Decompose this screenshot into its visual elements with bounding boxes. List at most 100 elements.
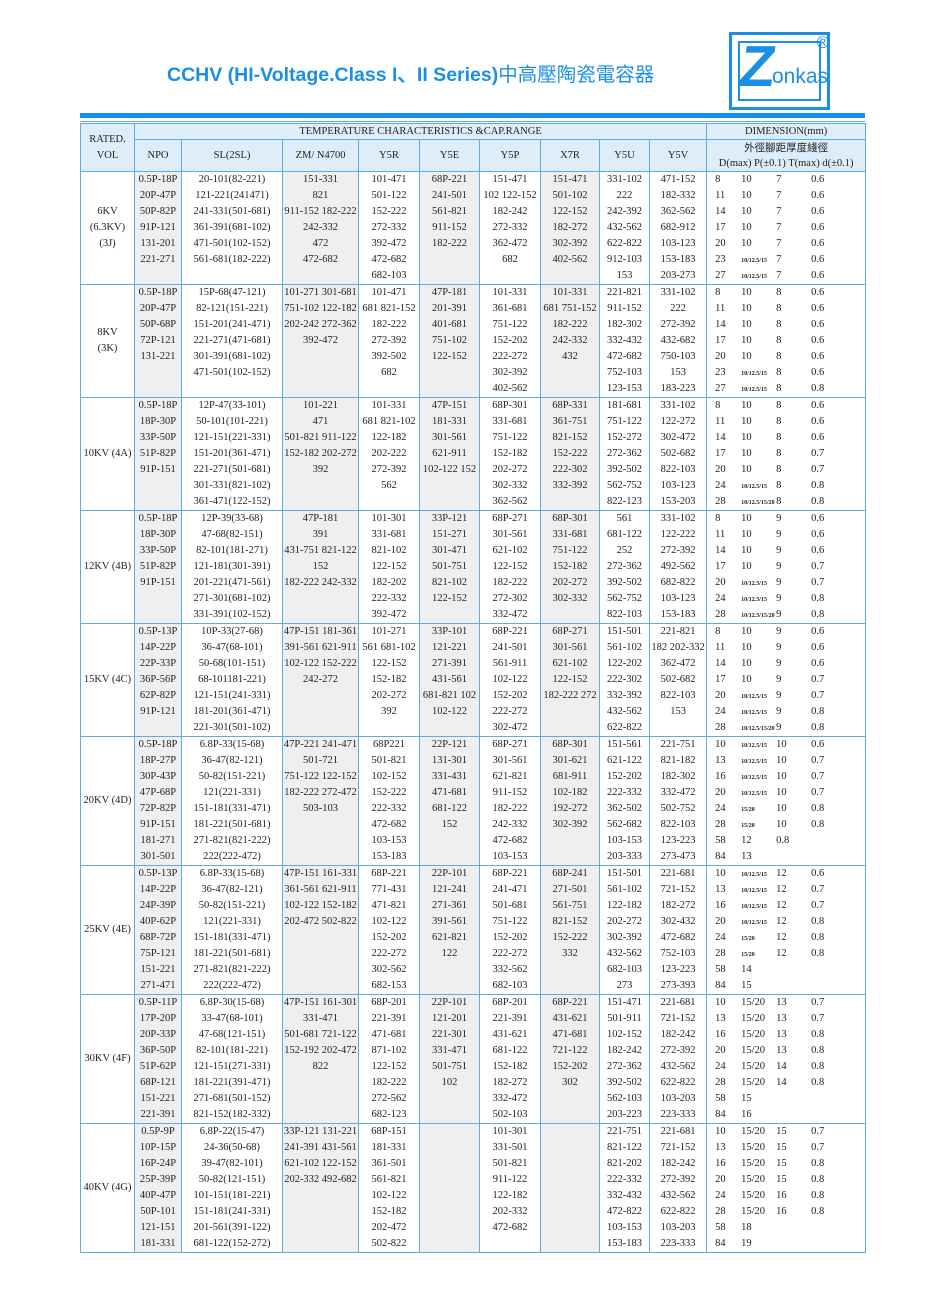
dim-d-max: 11	[715, 190, 726, 201]
cap-range-value: 561-821	[371, 1174, 407, 1185]
dim-p: 10/12.5/15/20	[741, 613, 775, 619]
cap-range-value: 501-681	[492, 900, 528, 911]
cap-range-value: 182-222	[371, 319, 407, 330]
dim-d-max: 8	[715, 513, 721, 524]
dim-t-max: 9	[776, 642, 782, 653]
cap-range-value: 152	[441, 819, 458, 830]
cap-range-value: 331-391(102-152)	[193, 609, 271, 620]
cap-range-value: 332-472	[492, 609, 528, 620]
dim-t-max: 10	[776, 787, 787, 798]
dim-p: 10/12.5/15	[741, 920, 767, 926]
cap-range-value: 751-122	[492, 319, 528, 330]
cap-range-cell-y5e: 22P-101 121-241 271-361 391-561 621-821 122	[419, 865, 480, 995]
cap-range-cell-npo: 0.5P-18P 20P-47P 50P-82P 91P-121 131-201 221-…	[134, 171, 182, 285]
cap-range-value: 181-681	[607, 400, 642, 411]
cap-range-value: 821-152	[552, 916, 588, 927]
cap-range-value: 622-822	[660, 1077, 696, 1088]
cap-range-value: 272-362	[607, 1061, 642, 1072]
cap-range-value: 182-242	[660, 1158, 696, 1169]
cap-range-value: 47P-151 161-301	[283, 997, 358, 1008]
dim-d-max: 16	[715, 900, 726, 911]
cap-range-value: 561-751	[552, 900, 588, 911]
dim-d-max: 14	[715, 545, 726, 556]
dim-t-max: 8	[776, 335, 782, 346]
dim-lead-d: 0.7	[811, 787, 825, 798]
dim-p: 10/12.5/15	[741, 387, 767, 393]
dim-d-max: 58	[715, 1222, 726, 1233]
rated-voltage-cell: 10KV (4A)	[80, 397, 135, 511]
dim-t-max: 12	[776, 900, 787, 911]
cap-range-cell-y5p: 101-301 331-501 501-821 911-122 122-182 202-3…	[479, 1123, 541, 1253]
dim-d-max: 13	[715, 884, 726, 895]
dimension-row: 17 10 8 0.6	[708, 333, 865, 349]
dim-p: 19	[741, 1238, 752, 1249]
cap-range-value: 182-222 242-332	[284, 577, 357, 588]
cap-range-value: 68P-72P	[139, 932, 177, 943]
cap-range-value: 101-151(181-221)	[193, 1190, 271, 1201]
cap-range-cell-x7r: 101-331 681 751-152 182-222 242-332 432	[540, 284, 600, 398]
cap-range-value: 302-432	[660, 916, 696, 927]
dim-p: 10	[741, 658, 752, 669]
cap-range-value: 301-561	[552, 642, 588, 653]
dimension-row: 10 15/20 15 0.7	[708, 1125, 865, 1141]
cap-range-value: 20-101(82-221)	[198, 174, 266, 185]
cap-range-value: 272-392	[371, 464, 407, 475]
dim-p: 15/20	[741, 1158, 766, 1169]
dim-lead-d: 0.7	[811, 771, 825, 782]
dimension-row: 11 10 9 0.6	[708, 527, 865, 543]
dim-t-max: 7	[776, 222, 782, 233]
cap-range-value: 222-272	[492, 351, 528, 362]
cap-range-value: 153-183	[660, 254, 696, 265]
cap-range-value: 471-821	[371, 900, 407, 911]
cap-range-value: 152-192 202-472	[284, 1045, 357, 1056]
dim-lead-d: 0.6	[811, 400, 825, 411]
cap-range-value: 202-332	[492, 1206, 528, 1217]
dim-p: 10/12.5/15	[741, 872, 767, 878]
dim-t-max: 16	[776, 1206, 787, 1217]
cap-range-value: 331-431	[432, 771, 467, 782]
cap-range-value: 102-122 152-222	[284, 658, 357, 669]
cap-range-value: 222-332	[607, 1174, 642, 1185]
cap-range-value: 222(222-472)	[203, 980, 261, 991]
cap-range-cell-y5v: 221-681 721-152 182-242 272-392 432-562 622-8…	[648, 994, 708, 1124]
cap-range-value: 273-473	[660, 851, 696, 862]
cap-range-value: 151-561	[607, 739, 642, 750]
cap-range-value: 101-471	[371, 174, 407, 185]
cap-range-value: 122-222	[660, 529, 696, 540]
dim-d-max: 8	[715, 287, 721, 298]
rated-voltage-cell: 20KV (4D)	[80, 736, 135, 866]
cap-range-value: 302-332	[492, 480, 528, 491]
dim-lead-d: 0.6	[811, 351, 825, 362]
cap-range-value: 122-182	[492, 1190, 528, 1201]
cap-range-value: 22P-33P	[139, 658, 177, 669]
cap-range-value: 221-751	[607, 1126, 642, 1137]
cap-range-value: 182-332	[660, 190, 696, 201]
rated-voltage-label: 8KV	[97, 327, 118, 338]
column-header-y5e: Y5E	[419, 139, 480, 172]
dim-t-max: 9	[776, 513, 782, 524]
cap-range-value: 122-202	[607, 658, 642, 669]
cap-range-value: 131-221	[140, 351, 176, 362]
dim-d-max: 20	[715, 690, 726, 701]
dim-p: 10/12.5/15	[741, 371, 767, 377]
cap-range-value: 72P-121	[140, 335, 176, 346]
dim-p: 15/20	[741, 1142, 766, 1153]
cap-range-cell-y5e: 33P-121 151-271 301-471 501-751 821-102 122-1…	[419, 510, 480, 624]
dim-p: 10/12.5/15	[741, 791, 767, 797]
dim-t-max: 10	[776, 755, 787, 766]
cap-range-value: 502-822	[371, 1238, 407, 1249]
cap-range-value: 682-103	[492, 980, 528, 991]
cap-range-value: 402-562	[552, 254, 588, 265]
cap-range-value: 331-471	[303, 1013, 338, 1024]
dimension-cell: 10 10/12.5/15 10 0.6 13 10/12.5/15 10 0.7 16 10/1…	[706, 736, 867, 866]
dim-d-max: 14	[715, 432, 726, 443]
cap-range-value: 222-272	[492, 948, 528, 959]
cap-range-value: 39-47(82-101)	[201, 1158, 263, 1169]
cap-range-value: 181-271	[140, 835, 176, 846]
dim-lead-d: 0.8	[811, 1061, 825, 1072]
cap-range-cell-zm: 47P-151 161-301 331-471 501-681 721-122 152…	[282, 994, 359, 1124]
cap-range-value: 271-681(501-152)	[193, 1093, 271, 1104]
dimension-row: 17 10 9 0.7	[708, 672, 865, 688]
cap-range-value: 68P-271	[552, 626, 588, 637]
cap-range-cell-npo: 0.5P-13P 14P-22P 22P-33P 36P-56P 62P-82P 91P-…	[134, 623, 182, 737]
